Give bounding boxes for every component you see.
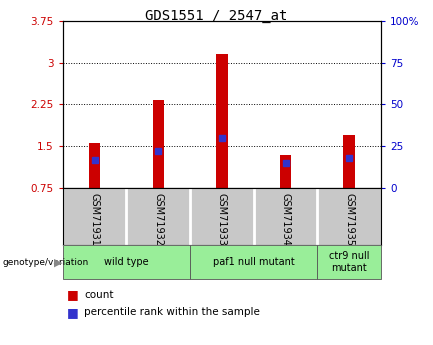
Text: ■: ■ [67,288,79,302]
Bar [63,245,190,279]
Text: genotype/variation: genotype/variation [2,258,88,267]
Bar [280,155,291,188]
Text: GDS1551 / 2547_at: GDS1551 / 2547_at [145,9,288,23]
Text: ■: ■ [67,306,79,319]
Text: paf1 null mutant: paf1 null mutant [213,257,294,267]
Bar [216,54,228,188]
Text: GSM71934: GSM71934 [281,193,291,245]
Text: ctr9 null
mutant: ctr9 null mutant [329,252,369,273]
Text: GSM71933: GSM71933 [217,193,227,245]
Text: count: count [84,290,114,300]
Bar [317,245,381,279]
Bar [343,135,355,188]
Text: ▶: ▶ [54,257,63,267]
Text: percentile rank within the sample: percentile rank within the sample [84,307,260,317]
Bar [152,100,164,188]
Text: GSM71931: GSM71931 [90,193,100,245]
Bar [89,144,100,188]
Text: wild type: wild type [104,257,149,267]
Bar [190,245,317,279]
Text: GSM71932: GSM71932 [153,193,163,246]
Text: GSM71935: GSM71935 [344,193,354,246]
